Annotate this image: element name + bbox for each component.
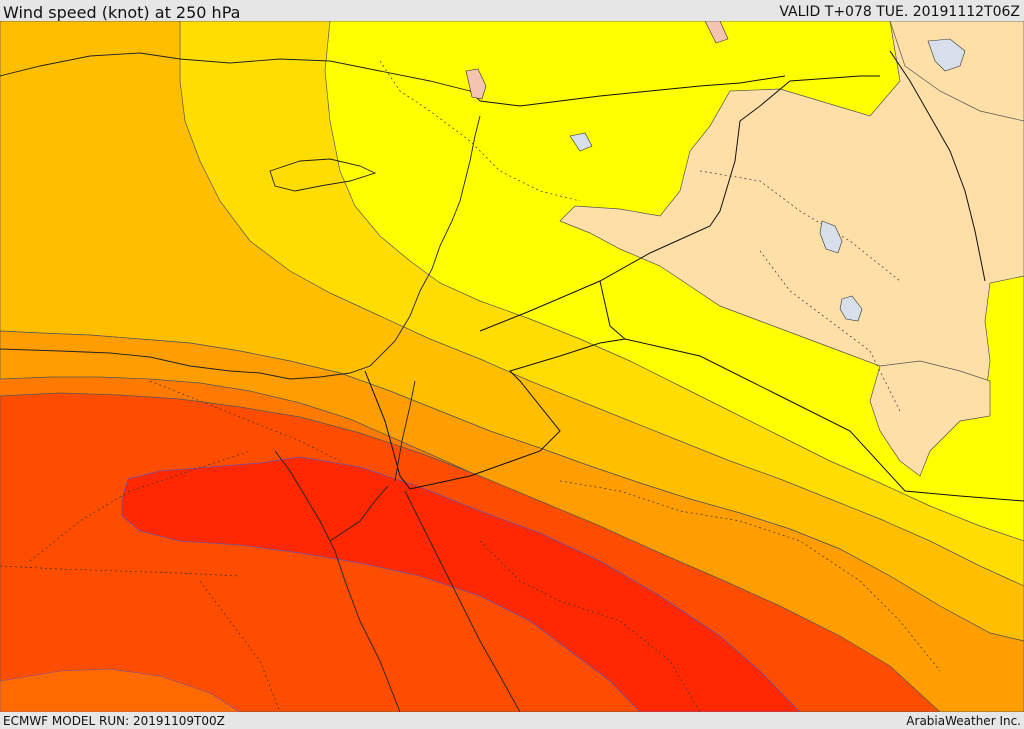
red-sea-east-coast [404, 490, 521, 712]
wind-speed-map[interactable] [0, 21, 1024, 712]
lake-razzaza [839, 295, 863, 322]
saudi-jordan-border [479, 75, 880, 332]
med-coast-south [0, 115, 481, 380]
lake-atatürk-pink [704, 21, 729, 44]
syria-border [479, 75, 786, 107]
lake-van [927, 38, 966, 72]
band-pale-south-east [869, 360, 991, 477]
band-amber [0, 330, 1024, 712]
lake-hula-pink [465, 68, 487, 100]
gulf-of-aqaba [394, 380, 416, 482]
model-run-label: ECMWF MODEL RUN: 20191109T00Z [3, 714, 225, 728]
saudi-iraq-border [624, 338, 1024, 502]
band-pale-east [559, 21, 1024, 404]
red-sea-west-coast [274, 450, 401, 712]
egypt-border [364, 280, 627, 490]
band-orange-south [0, 668, 241, 712]
lake-assad [569, 132, 593, 152]
band-pale-north [889, 21, 1024, 122]
country-borders [364, 50, 1024, 502]
valid-time-label: VALID T+078 TUE. 20191112T06Z [779, 4, 1020, 20]
credit-label: ArabiaWeather Inc. [906, 714, 1021, 728]
wind-speed-bands [0, 21, 1024, 712]
map-title: Wind speed (knot) at 250 hPa [3, 3, 241, 22]
turkey-coast [0, 52, 481, 102]
gulf-of-suez [329, 485, 389, 542]
band-red [121, 456, 801, 712]
lakes [465, 21, 966, 322]
lake-tharthar [819, 220, 843, 254]
internal-borders [0, 60, 941, 712]
coastlines [0, 52, 521, 712]
iran-border [889, 50, 986, 282]
cyprus [269, 158, 377, 192]
